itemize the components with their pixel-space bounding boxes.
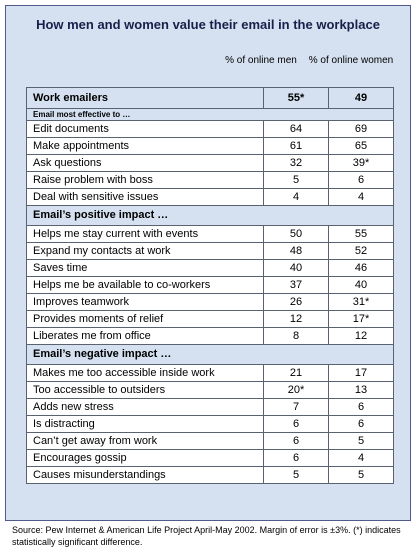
table-row: Raise problem with boss 5 6 bbox=[26, 171, 394, 189]
row-label: Saves time bbox=[26, 259, 264, 277]
men-value: 8 bbox=[263, 327, 329, 345]
women-value: 6 bbox=[328, 171, 394, 189]
men-value: 6 bbox=[263, 432, 329, 450]
effective-subheader-row: Email most effective to … bbox=[26, 108, 394, 121]
women-value: 55 bbox=[328, 225, 394, 243]
positive-impact-header: Email’s positive impact … bbox=[26, 205, 394, 226]
row-label: Deal with sensitive issues bbox=[26, 188, 264, 206]
women-value: 12 bbox=[328, 327, 394, 345]
table-row: Liberates me from office 8 12 bbox=[26, 327, 394, 345]
men-value: 48 bbox=[263, 242, 329, 260]
men-value: 55* bbox=[263, 87, 329, 109]
row-label: Email’s negative impact … bbox=[26, 344, 394, 365]
women-value: 49 bbox=[328, 87, 394, 109]
row-label: Email’s positive impact … bbox=[26, 205, 394, 226]
row-label: Ask questions bbox=[26, 154, 264, 172]
row-label: Edit documents bbox=[26, 120, 264, 138]
row-label: Improves teamwork bbox=[26, 293, 264, 311]
row-label: Adds new stress bbox=[26, 398, 264, 416]
men-value: 7 bbox=[263, 398, 329, 416]
table-row: Encourages gossip 6 4 bbox=[26, 449, 394, 467]
women-value: 5 bbox=[328, 466, 394, 484]
data-table: Work emailers 55* 49 Email most effective t… bbox=[26, 87, 394, 484]
men-value: 64 bbox=[263, 120, 329, 138]
row-label: Helps me stay current with events bbox=[26, 225, 264, 243]
men-value: 32 bbox=[263, 154, 329, 172]
women-value: 52 bbox=[328, 242, 394, 260]
men-value: 6 bbox=[263, 415, 329, 433]
men-value: 50 bbox=[263, 225, 329, 243]
women-value: 39* bbox=[328, 154, 394, 172]
women-value: 69 bbox=[328, 120, 394, 138]
men-value: 40 bbox=[263, 259, 329, 277]
men-value: 20* bbox=[263, 381, 329, 399]
women-value: 46 bbox=[328, 259, 394, 277]
table-row: Make appointments 61 65 bbox=[26, 137, 394, 155]
women-value: 40 bbox=[328, 276, 394, 294]
table-row: Adds new stress 7 6 bbox=[26, 398, 394, 416]
row-label: Raise problem with boss bbox=[26, 171, 264, 189]
women-value: 4 bbox=[328, 188, 394, 206]
women-value: 6 bbox=[328, 415, 394, 433]
women-value: 65 bbox=[328, 137, 394, 155]
women-value: 6 bbox=[328, 398, 394, 416]
column-header-women: % of online women bbox=[308, 55, 394, 66]
row-label: Liberates me from office bbox=[26, 327, 264, 345]
men-value: 5 bbox=[263, 171, 329, 189]
men-value: 6 bbox=[263, 449, 329, 467]
men-value: 4 bbox=[263, 188, 329, 206]
women-value: 5 bbox=[328, 432, 394, 450]
table-row: Helps me be available to co-workers 37 40 bbox=[26, 276, 394, 294]
men-value: 12 bbox=[263, 310, 329, 328]
women-value: 4 bbox=[328, 449, 394, 467]
table-row: Saves time 40 46 bbox=[26, 259, 394, 277]
table-row: Deal with sensitive issues 4 4 bbox=[26, 188, 394, 206]
men-value: 5 bbox=[263, 466, 329, 484]
women-value: 13 bbox=[328, 381, 394, 399]
table-row: Makes me too accessible inside work 21 17 bbox=[26, 364, 394, 382]
work-emailers-row: Work emailers 55* 49 bbox=[26, 87, 394, 109]
row-label: Causes misunderstandings bbox=[26, 466, 264, 484]
men-value: 21 bbox=[263, 364, 329, 382]
row-label: Can’t get away from work bbox=[26, 432, 264, 450]
row-label: Make appointments bbox=[26, 137, 264, 155]
men-value: 61 bbox=[263, 137, 329, 155]
row-label: Too accessible to outsiders bbox=[26, 381, 264, 399]
women-value: 17* bbox=[328, 310, 394, 328]
table-row: Provides moments of relief 12 17* bbox=[26, 310, 394, 328]
table-row: Too accessible to outsiders 20* 13 bbox=[26, 381, 394, 399]
table-row: Expand my contacts at work 48 52 bbox=[26, 242, 394, 260]
table-title: How men and women value their email in t… bbox=[36, 17, 380, 32]
source-note: Source: Pew Internet & American Life Pro… bbox=[12, 525, 401, 547]
row-label: Provides moments of relief bbox=[26, 310, 264, 328]
column-header-men: % of online men bbox=[225, 55, 297, 66]
table-row: Is distracting 6 6 bbox=[26, 415, 394, 433]
men-value: 26 bbox=[263, 293, 329, 311]
row-label: Makes me too accessible inside work bbox=[26, 364, 264, 382]
table-row: Ask questions 32 39* bbox=[26, 154, 394, 172]
table-row: Causes misunderstandings 5 5 bbox=[26, 466, 394, 484]
row-label: Expand my contacts at work bbox=[26, 242, 264, 260]
table-row: Edit documents 64 69 bbox=[26, 120, 394, 138]
negative-impact-header: Email’s negative impact … bbox=[26, 344, 394, 365]
table-row: Can’t get away from work 6 5 bbox=[26, 432, 394, 450]
table-row: Improves teamwork 26 31* bbox=[26, 293, 394, 311]
row-label: Encourages gossip bbox=[26, 449, 264, 467]
row-label: Is distracting bbox=[26, 415, 264, 433]
table-row: Helps me stay current with events 50 55 bbox=[26, 225, 394, 243]
men-value: 37 bbox=[263, 276, 329, 294]
row-label: Email most effective to … bbox=[26, 108, 394, 121]
row-label: Helps me be available to co-workers bbox=[26, 276, 264, 294]
women-value: 17 bbox=[328, 364, 394, 382]
row-label: Work emailers bbox=[26, 87, 264, 109]
women-value: 31* bbox=[328, 293, 394, 311]
